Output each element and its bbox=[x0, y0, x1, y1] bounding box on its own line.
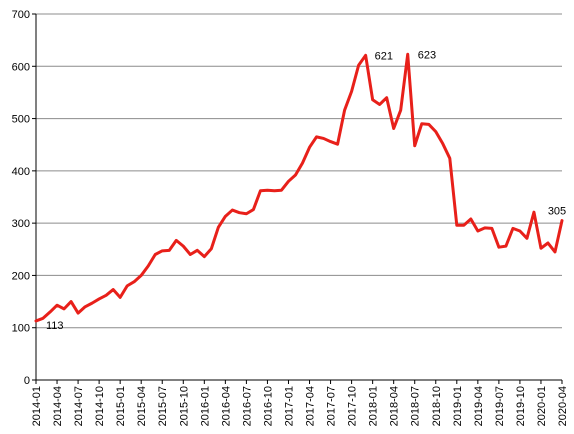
x-tick-label: 2018-10 bbox=[431, 386, 443, 426]
x-tick-label: 2015-01 bbox=[115, 386, 127, 426]
x-tick-label: 2017-10 bbox=[347, 386, 359, 426]
x-tick-label: 2016-04 bbox=[220, 386, 232, 426]
x-tick-label: 2019-04 bbox=[473, 386, 485, 426]
x-tick-label: 2014-10 bbox=[94, 386, 106, 426]
x-tick-label: 2018-07 bbox=[410, 386, 422, 426]
y-tick-label: 200 bbox=[12, 270, 30, 282]
x-tick-label: 2016-10 bbox=[262, 386, 274, 426]
x-tick-label: 2014-01 bbox=[31, 386, 43, 426]
axes bbox=[35, 14, 562, 381]
x-tick-label: 2017-01 bbox=[283, 386, 295, 426]
x-tick-label: 2019-01 bbox=[452, 386, 464, 426]
data-labels: 113 621 623 305 bbox=[46, 49, 566, 332]
y-axis-ticks: 0 100 200 300 400 500 600 700 bbox=[12, 9, 36, 387]
x-tick-label: 2015-07 bbox=[157, 386, 169, 426]
x-axis-ticks: 2014-01 2014-04 2014-07 2014-10 2015-01 2015-… bbox=[31, 380, 569, 426]
y-tick-label: 400 bbox=[12, 166, 30, 178]
x-tick-label: 2017-04 bbox=[305, 386, 317, 426]
data-label: 621 bbox=[375, 50, 393, 62]
x-tick-label: 2020-04 bbox=[557, 386, 569, 426]
x-tick-label: 2019-10 bbox=[515, 386, 527, 426]
y-tick-label: 0 bbox=[24, 375, 30, 387]
x-tick-label: 2014-04 bbox=[52, 386, 64, 426]
data-label: 113 bbox=[46, 320, 64, 332]
x-tick-label: 2019-07 bbox=[494, 386, 506, 426]
y-tick-label: 500 bbox=[12, 114, 30, 126]
x-tick-label: 2020-01 bbox=[536, 386, 548, 426]
x-tick-label: 2018-01 bbox=[368, 386, 380, 426]
series-group bbox=[34, 52, 564, 323]
x-tick-label: 2017-07 bbox=[326, 386, 338, 426]
gridlines bbox=[36, 13, 562, 329]
x-tick-label: 2016-01 bbox=[199, 386, 211, 426]
series-line bbox=[34, 52, 564, 323]
y-tick-label: 300 bbox=[12, 218, 30, 230]
x-tick-label: 2015-10 bbox=[178, 386, 190, 426]
x-tick-label: 2014-07 bbox=[73, 386, 85, 426]
data-label: 305 bbox=[548, 206, 566, 218]
x-tick-label: 2018-04 bbox=[389, 386, 401, 426]
y-tick-label: 700 bbox=[12, 9, 30, 21]
data-label: 623 bbox=[418, 49, 436, 61]
y-tick-label: 100 bbox=[12, 323, 30, 335]
x-tick-label: 2016-07 bbox=[241, 386, 253, 426]
x-tick-label: 2015-04 bbox=[136, 386, 148, 426]
y-tick-label: 600 bbox=[12, 61, 30, 73]
